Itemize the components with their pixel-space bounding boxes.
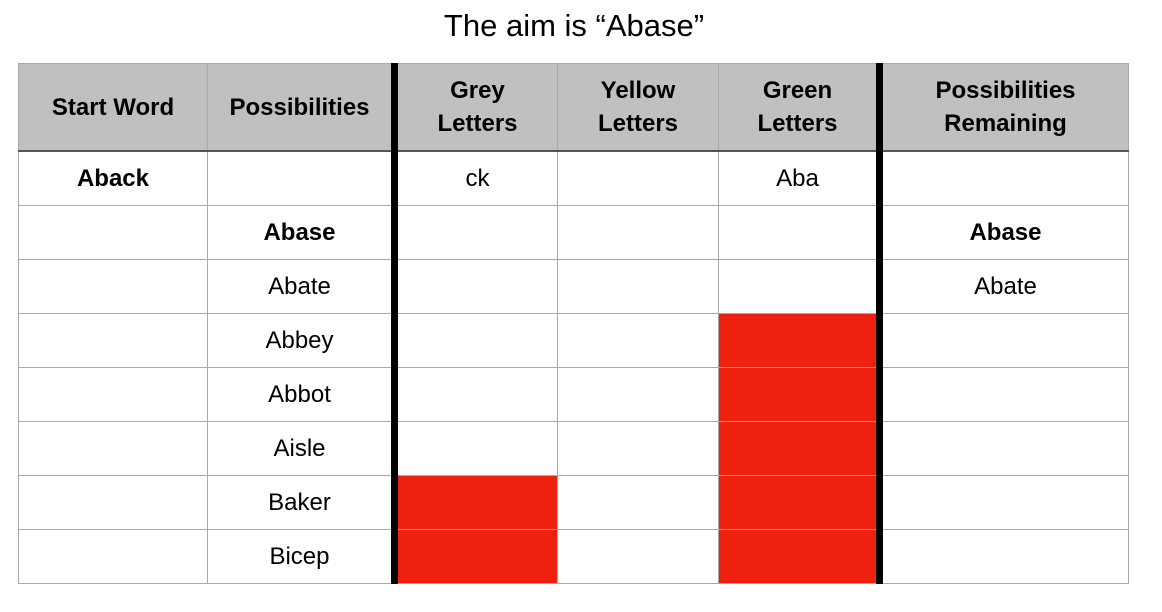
green-letters-cell xyxy=(718,259,880,314)
grey-letters-eliminated-cell xyxy=(391,475,558,530)
yellow-letters-cell xyxy=(557,529,719,584)
grey-letters-cell xyxy=(391,313,558,368)
start-word-cell: Aback xyxy=(18,150,208,206)
start-word-cell xyxy=(18,313,208,368)
table-row: Abbot xyxy=(18,367,1129,422)
possibility-cell: Baker xyxy=(207,475,395,530)
yellow-letters-cell xyxy=(557,367,719,422)
start-word-cell xyxy=(18,421,208,476)
page-title: The aim is “Abase” xyxy=(443,8,705,43)
table-row: Aisle xyxy=(18,421,1129,476)
table-row: Bicep xyxy=(18,529,1129,584)
remaining-cell: Abase xyxy=(876,205,1129,260)
grey-letters-cell xyxy=(391,259,558,314)
grey-letters-cell: ck xyxy=(391,150,558,206)
remaining-cell xyxy=(876,150,1129,206)
possibility-cell: Abbey xyxy=(207,313,395,368)
green-letters-eliminated-cell xyxy=(718,313,880,368)
yellow-letters-cell xyxy=(557,421,719,476)
remaining-cell xyxy=(876,367,1129,422)
start-word-cell xyxy=(18,367,208,422)
remaining-cell xyxy=(876,421,1129,476)
start-word-cell xyxy=(18,205,208,260)
yellow-letters-cell xyxy=(557,259,719,314)
header-possibilities: Possibilities xyxy=(207,63,395,152)
grey-letters-eliminated-cell xyxy=(391,529,558,584)
remaining-cell xyxy=(876,475,1129,530)
grey-letters-cell xyxy=(391,367,558,422)
possibility-cell: Abate xyxy=(207,259,395,314)
header-grey-letters: Grey Letters xyxy=(391,63,558,152)
header-yellow-letters: Yellow Letters xyxy=(557,63,719,152)
header-row: Start Word Possibilities Grey Letters Ye… xyxy=(18,63,1129,152)
green-letters-eliminated-cell xyxy=(718,529,880,584)
grey-letters-cell xyxy=(391,421,558,476)
start-word-cell xyxy=(18,259,208,314)
start-word-cell xyxy=(18,529,208,584)
grey-letters-cell xyxy=(391,205,558,260)
possibility-cell: Aisle xyxy=(207,421,395,476)
green-letters-eliminated-cell xyxy=(718,475,880,530)
green-letters-cell: Aba xyxy=(718,150,880,206)
table-row: Abate Abate xyxy=(18,259,1129,314)
yellow-letters-cell xyxy=(557,205,719,260)
green-letters-cell xyxy=(718,205,880,260)
green-letters-eliminated-cell xyxy=(718,421,880,476)
header-green-letters: Green Letters xyxy=(718,63,880,152)
start-word-cell xyxy=(18,475,208,530)
remaining-cell: Abate xyxy=(876,259,1129,314)
possibility-cell: Abbot xyxy=(207,367,395,422)
possibility-cell: Abase xyxy=(207,205,395,260)
yellow-letters-cell xyxy=(557,475,719,530)
green-letters-eliminated-cell xyxy=(718,367,880,422)
table-row: Abase Abase xyxy=(18,205,1129,260)
yellow-letters-cell xyxy=(557,313,719,368)
header-start-word: Start Word xyxy=(18,63,208,152)
table-row: Baker xyxy=(18,475,1129,530)
possibility-cell: Bicep xyxy=(207,529,395,584)
remaining-cell xyxy=(876,313,1129,368)
table-row: Abbey xyxy=(18,313,1129,368)
yellow-letters-cell xyxy=(557,150,719,206)
remaining-cell xyxy=(876,529,1129,584)
header-possibilities-remaining: Possibilities Remaining xyxy=(876,63,1129,152)
table-row: Aback ck Aba xyxy=(18,150,1129,206)
wordle-elimination-table: Start Word Possibilities Grey Letters Ye… xyxy=(18,63,1129,584)
possibility-cell xyxy=(207,150,395,206)
